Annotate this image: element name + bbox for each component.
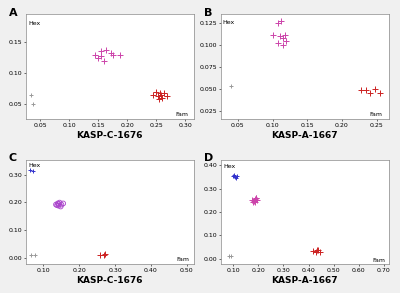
Text: Hex: Hex [224, 163, 236, 168]
Point [58, 204, 64, 209]
Point [55, 203, 62, 208]
Point [56, 200, 63, 205]
X-axis label: KASP-C-1676: KASP-C-1676 [76, 131, 143, 139]
Text: Hex: Hex [28, 163, 41, 168]
Text: B: B [204, 8, 212, 18]
Point [53, 202, 59, 207]
Text: Hex: Hex [28, 21, 41, 26]
Text: Fam: Fam [177, 258, 190, 263]
Point [56, 202, 62, 206]
Text: D: D [204, 153, 213, 163]
Text: Fam: Fam [175, 113, 188, 117]
X-axis label: KASP-C-1676: KASP-C-1676 [76, 276, 143, 285]
Text: Fam: Fam [372, 258, 385, 263]
Text: Hex: Hex [223, 20, 235, 25]
Text: Fam: Fam [369, 112, 382, 117]
Point [60, 201, 66, 206]
Text: C: C [9, 153, 17, 163]
X-axis label: KASP-A-1667: KASP-A-1667 [272, 276, 338, 285]
Point [54, 203, 60, 207]
Text: A: A [9, 8, 17, 18]
Point [55, 201, 61, 206]
Point [58, 202, 64, 207]
X-axis label: KASP-A-1667: KASP-A-1667 [272, 131, 338, 139]
